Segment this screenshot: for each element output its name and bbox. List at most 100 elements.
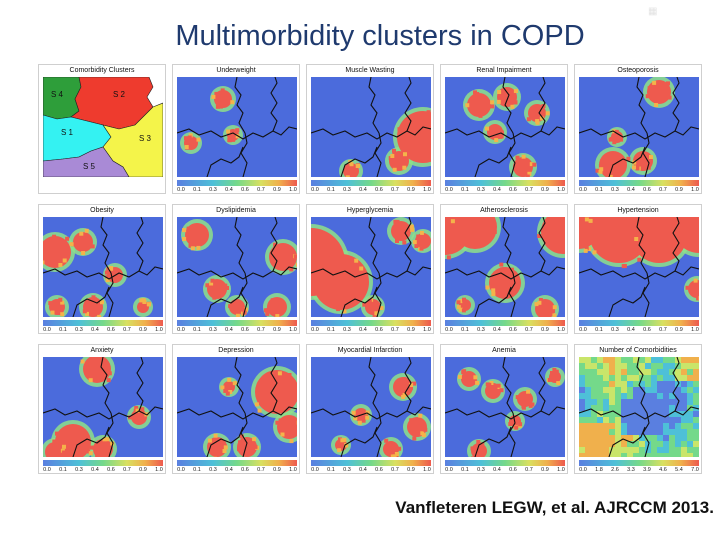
heat-cell	[184, 136, 188, 141]
panel-title: Hyperglycemia	[346, 207, 394, 214]
heat-cell	[225, 286, 229, 290]
cluster-border	[270, 77, 278, 132]
heat-cell	[681, 429, 687, 435]
heat-cell	[687, 399, 693, 405]
heat-cell	[597, 441, 603, 447]
heat-cell	[214, 91, 219, 96]
heat-cell	[639, 423, 645, 429]
heat-cell	[645, 399, 651, 405]
heat-cell	[534, 302, 539, 307]
colorbar-tick-label: 0.9	[541, 467, 549, 473]
cluster-border	[340, 146, 378, 177]
heat-cell	[639, 387, 645, 393]
cluster-border	[270, 217, 278, 272]
heat-cell	[639, 453, 645, 457]
colorbar-tick-label: 0.3	[209, 467, 217, 473]
heat-cell	[190, 246, 195, 251]
heat-cell	[609, 423, 615, 429]
som-panel: Hyperglycemia 0.0 0.1 0.3 0.4 0.6 0.7 0.9 1.0	[306, 204, 434, 334]
colorbar-tick-label: 0.0	[311, 327, 319, 333]
som-panel: Myocardial Infarction 0.0 0.1 0.3 0.4 0.6 0.7 0…	[306, 344, 434, 474]
heat-cell	[597, 423, 603, 429]
heatmap	[445, 217, 565, 317]
heat-cell	[663, 423, 669, 429]
heat-cell	[633, 357, 639, 363]
heat-cell	[92, 445, 97, 450]
heat-cell	[552, 305, 557, 310]
heat-cell	[470, 446, 475, 451]
heat-cell	[675, 369, 681, 375]
heat-cell	[61, 450, 66, 455]
heat-cell	[651, 369, 657, 375]
heat-cell	[515, 395, 520, 400]
heat-cell	[621, 417, 627, 423]
heat-cell	[633, 369, 639, 375]
heat-cell	[646, 165, 651, 170]
heat-cell	[687, 381, 693, 387]
heat-cell	[621, 453, 627, 457]
heat-cell	[499, 129, 504, 134]
heat-cell	[579, 393, 585, 399]
heat-blob	[397, 111, 431, 163]
heat-cell	[141, 298, 146, 303]
colorbar-tick-label: 0.3	[75, 327, 83, 333]
heat-cell	[633, 363, 639, 369]
heat-cell	[597, 399, 603, 405]
heat-cell	[639, 429, 645, 435]
heat-cell	[277, 371, 282, 376]
heat-cell	[392, 454, 397, 457]
heat-cell	[462, 369, 467, 374]
heat-cell	[585, 369, 591, 375]
heat-cell	[579, 357, 585, 363]
heat-cell	[109, 266, 114, 270]
heat-cell	[342, 309, 347, 314]
heat-cell	[273, 242, 278, 247]
heat-cell	[645, 375, 651, 381]
heat-cell	[657, 369, 663, 375]
heat-cell	[139, 298, 144, 303]
colorbar-tick-label: 0.1	[595, 187, 603, 193]
heat-cell	[585, 423, 591, 429]
heat-cell	[669, 399, 675, 405]
slide-title: Multimorbidity clusters in COPD	[175, 20, 585, 52]
colorbar-tick-label: 0.6	[107, 327, 115, 333]
heat-cell	[597, 405, 603, 411]
som-panel: Obesity 0.0 0.1 0.3 0.4 0.6 0.7 0.9 1.0	[38, 204, 166, 334]
heat-cell	[135, 408, 140, 413]
colorbar-tick-label: 0.6	[375, 327, 383, 333]
heat-cell	[698, 296, 699, 301]
colorbar-tick-label: 0.7	[391, 187, 399, 193]
heat-cell	[639, 399, 645, 405]
heat-cell	[591, 369, 597, 375]
heat-cell	[603, 393, 609, 399]
heat-cell	[545, 111, 550, 116]
heat-cell	[657, 429, 663, 435]
heat-cell	[603, 399, 609, 405]
heat-cell	[639, 417, 645, 423]
colorbar-tick-label: 0.1	[59, 467, 67, 473]
colorbar-tick-label: 0.6	[241, 467, 249, 473]
heat-cell	[657, 453, 663, 457]
heat-cell	[354, 258, 359, 263]
heat-cell	[657, 405, 663, 411]
heat-cell	[645, 423, 651, 429]
heat-cell	[48, 301, 53, 306]
colorbar-tick-label: 0.7	[257, 327, 265, 333]
heat-cell	[222, 449, 227, 453]
heat-cell	[609, 447, 615, 453]
heat-cell	[395, 239, 399, 243]
colorbar-tick-label: 0.1	[59, 327, 67, 333]
heat-cell	[426, 110, 431, 115]
heat-cell	[526, 389, 531, 394]
som-panel: Dyslipidemia 0.0 0.1 0.3 0.4 0.6 0.7 0.9 1.0	[172, 204, 300, 334]
cluster-border	[100, 357, 112, 414]
som-panel: Comorbidity Clusters S 4 S 2 S 1 S 3 S 5	[38, 64, 166, 194]
heat-cell	[591, 453, 597, 457]
colorbar-tick-label: 0.0	[579, 187, 587, 193]
heat-cell	[344, 442, 349, 447]
heat-cell	[609, 375, 615, 381]
heat-cell	[669, 357, 675, 363]
heat-cell	[476, 440, 481, 444]
heat-cell	[110, 441, 115, 446]
heat-cell	[603, 381, 609, 387]
